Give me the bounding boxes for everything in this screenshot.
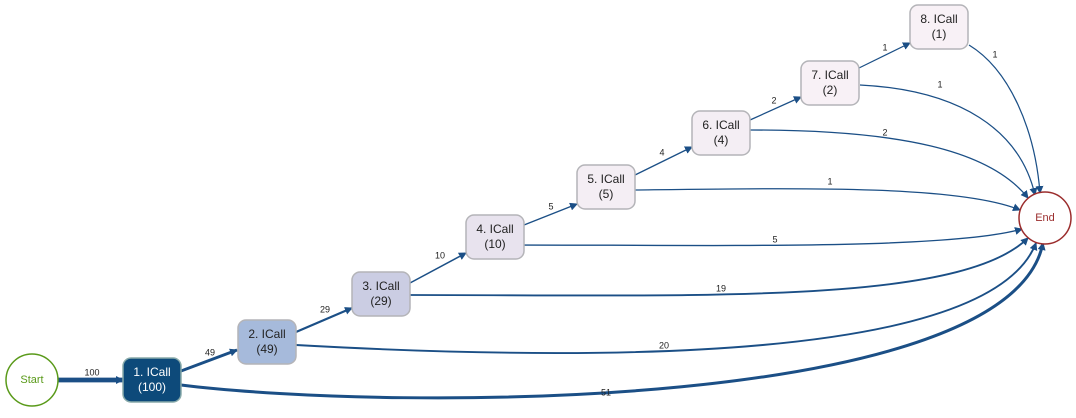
node-count: (10) (484, 237, 505, 251)
edge (634, 188, 1021, 212)
edge-label: 4 (659, 147, 664, 157)
edge-label: 2 (882, 127, 887, 137)
node-label: 2. ICall (248, 327, 285, 341)
edge-label: 2 (771, 95, 776, 105)
node-count: (1) (932, 27, 947, 41)
edge (180, 348, 238, 373)
node (691, 110, 751, 156)
edge-label: 1 (827, 176, 832, 186)
edge-label: 51 (601, 387, 611, 397)
node-label: 3. ICall (362, 279, 399, 293)
edge-label: 1 (992, 49, 997, 59)
edge-label: 49 (205, 347, 215, 357)
edge (858, 42, 911, 69)
node-count: (2) (823, 83, 838, 97)
node (909, 4, 969, 50)
edge-label: 100 (84, 367, 99, 377)
node-label: 7. ICall (811, 68, 848, 82)
edge-label: 1 (937, 79, 942, 89)
node (465, 214, 525, 260)
node-count: (4) (714, 133, 729, 147)
node (351, 271, 411, 317)
edge (968, 44, 1044, 194)
edge (180, 242, 1046, 400)
edge (295, 242, 1038, 354)
edge (859, 84, 1038, 196)
edge-label: 5 (548, 201, 553, 211)
node-count: (100) (138, 380, 166, 394)
edge (634, 146, 693, 176)
node-count: (29) (370, 294, 391, 308)
node-label: Start (20, 374, 43, 386)
edge (749, 129, 1029, 199)
edge (749, 96, 802, 121)
node (800, 60, 860, 106)
node-label: 5. ICall (587, 172, 624, 186)
node-count: (5) (599, 187, 614, 201)
edge (409, 237, 1029, 297)
node (122, 357, 182, 403)
node-label: 8. ICall (920, 12, 957, 26)
edge-label: 5 (772, 234, 777, 244)
edge-label: 10 (435, 250, 445, 260)
edge (523, 227, 1023, 247)
node (237, 319, 297, 365)
node-count: (49) (256, 342, 277, 356)
edge (409, 252, 467, 284)
node (576, 164, 636, 210)
edge-label: 19 (716, 283, 726, 293)
edge-label: 29 (320, 304, 330, 314)
node-label: 4. ICall (476, 222, 513, 236)
node-label: 1. ICall (133, 365, 170, 379)
edge (295, 306, 353, 334)
start-node (5, 353, 59, 407)
edge-label: 20 (659, 340, 669, 350)
node-label: 6. ICall (702, 118, 739, 132)
edge-label: 1 (882, 42, 887, 52)
node-label: End (1035, 212, 1055, 224)
end-node (1018, 191, 1072, 245)
edge (523, 202, 578, 226)
